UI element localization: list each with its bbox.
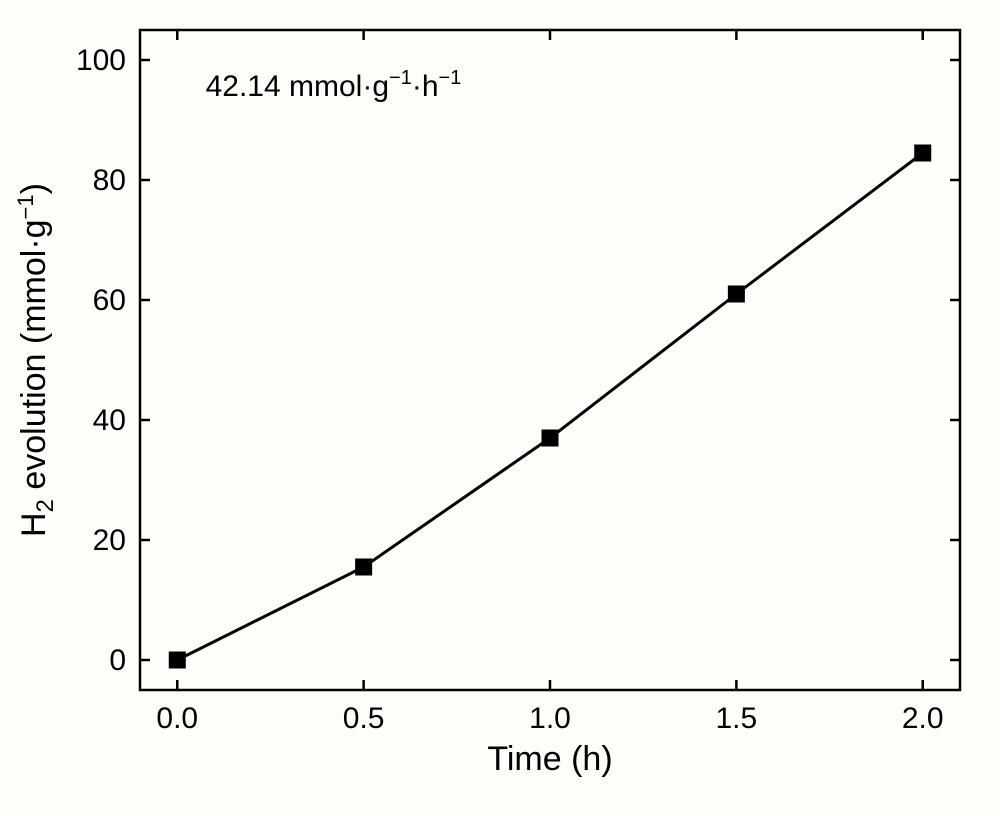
- data-marker: [542, 430, 558, 446]
- y-tick-label: 80: [93, 164, 126, 197]
- y-tick-label: 100: [76, 44, 126, 77]
- x-axis-label: Time (h): [487, 740, 612, 778]
- data-marker: [915, 145, 931, 161]
- y-tick-label: 40: [93, 404, 126, 437]
- y-tick-label: 0: [109, 644, 126, 677]
- y-axis-label: H2 evolution (mmol·g−1): [13, 183, 59, 537]
- x-tick-label: 0.5: [343, 702, 385, 735]
- data-marker: [356, 559, 372, 575]
- y-tick-label: 60: [93, 284, 126, 317]
- x-tick-label: 1.0: [529, 702, 571, 735]
- rate-annotation: 42.14 mmol·g−1·h−1: [206, 67, 462, 103]
- h2-evolution-chart: 0.0 0.5 1.0 1.5 2.0 0 20 40 60 80 100 Time (h) H2 ev…: [0, 0, 1000, 816]
- data-marker: [728, 286, 744, 302]
- x-tick-label: 1.5: [716, 702, 758, 735]
- x-tick-label: 0.0: [156, 702, 198, 735]
- data-marker: [169, 652, 185, 668]
- y-tick-label: 20: [93, 524, 126, 557]
- x-tick-label: 2.0: [902, 702, 944, 735]
